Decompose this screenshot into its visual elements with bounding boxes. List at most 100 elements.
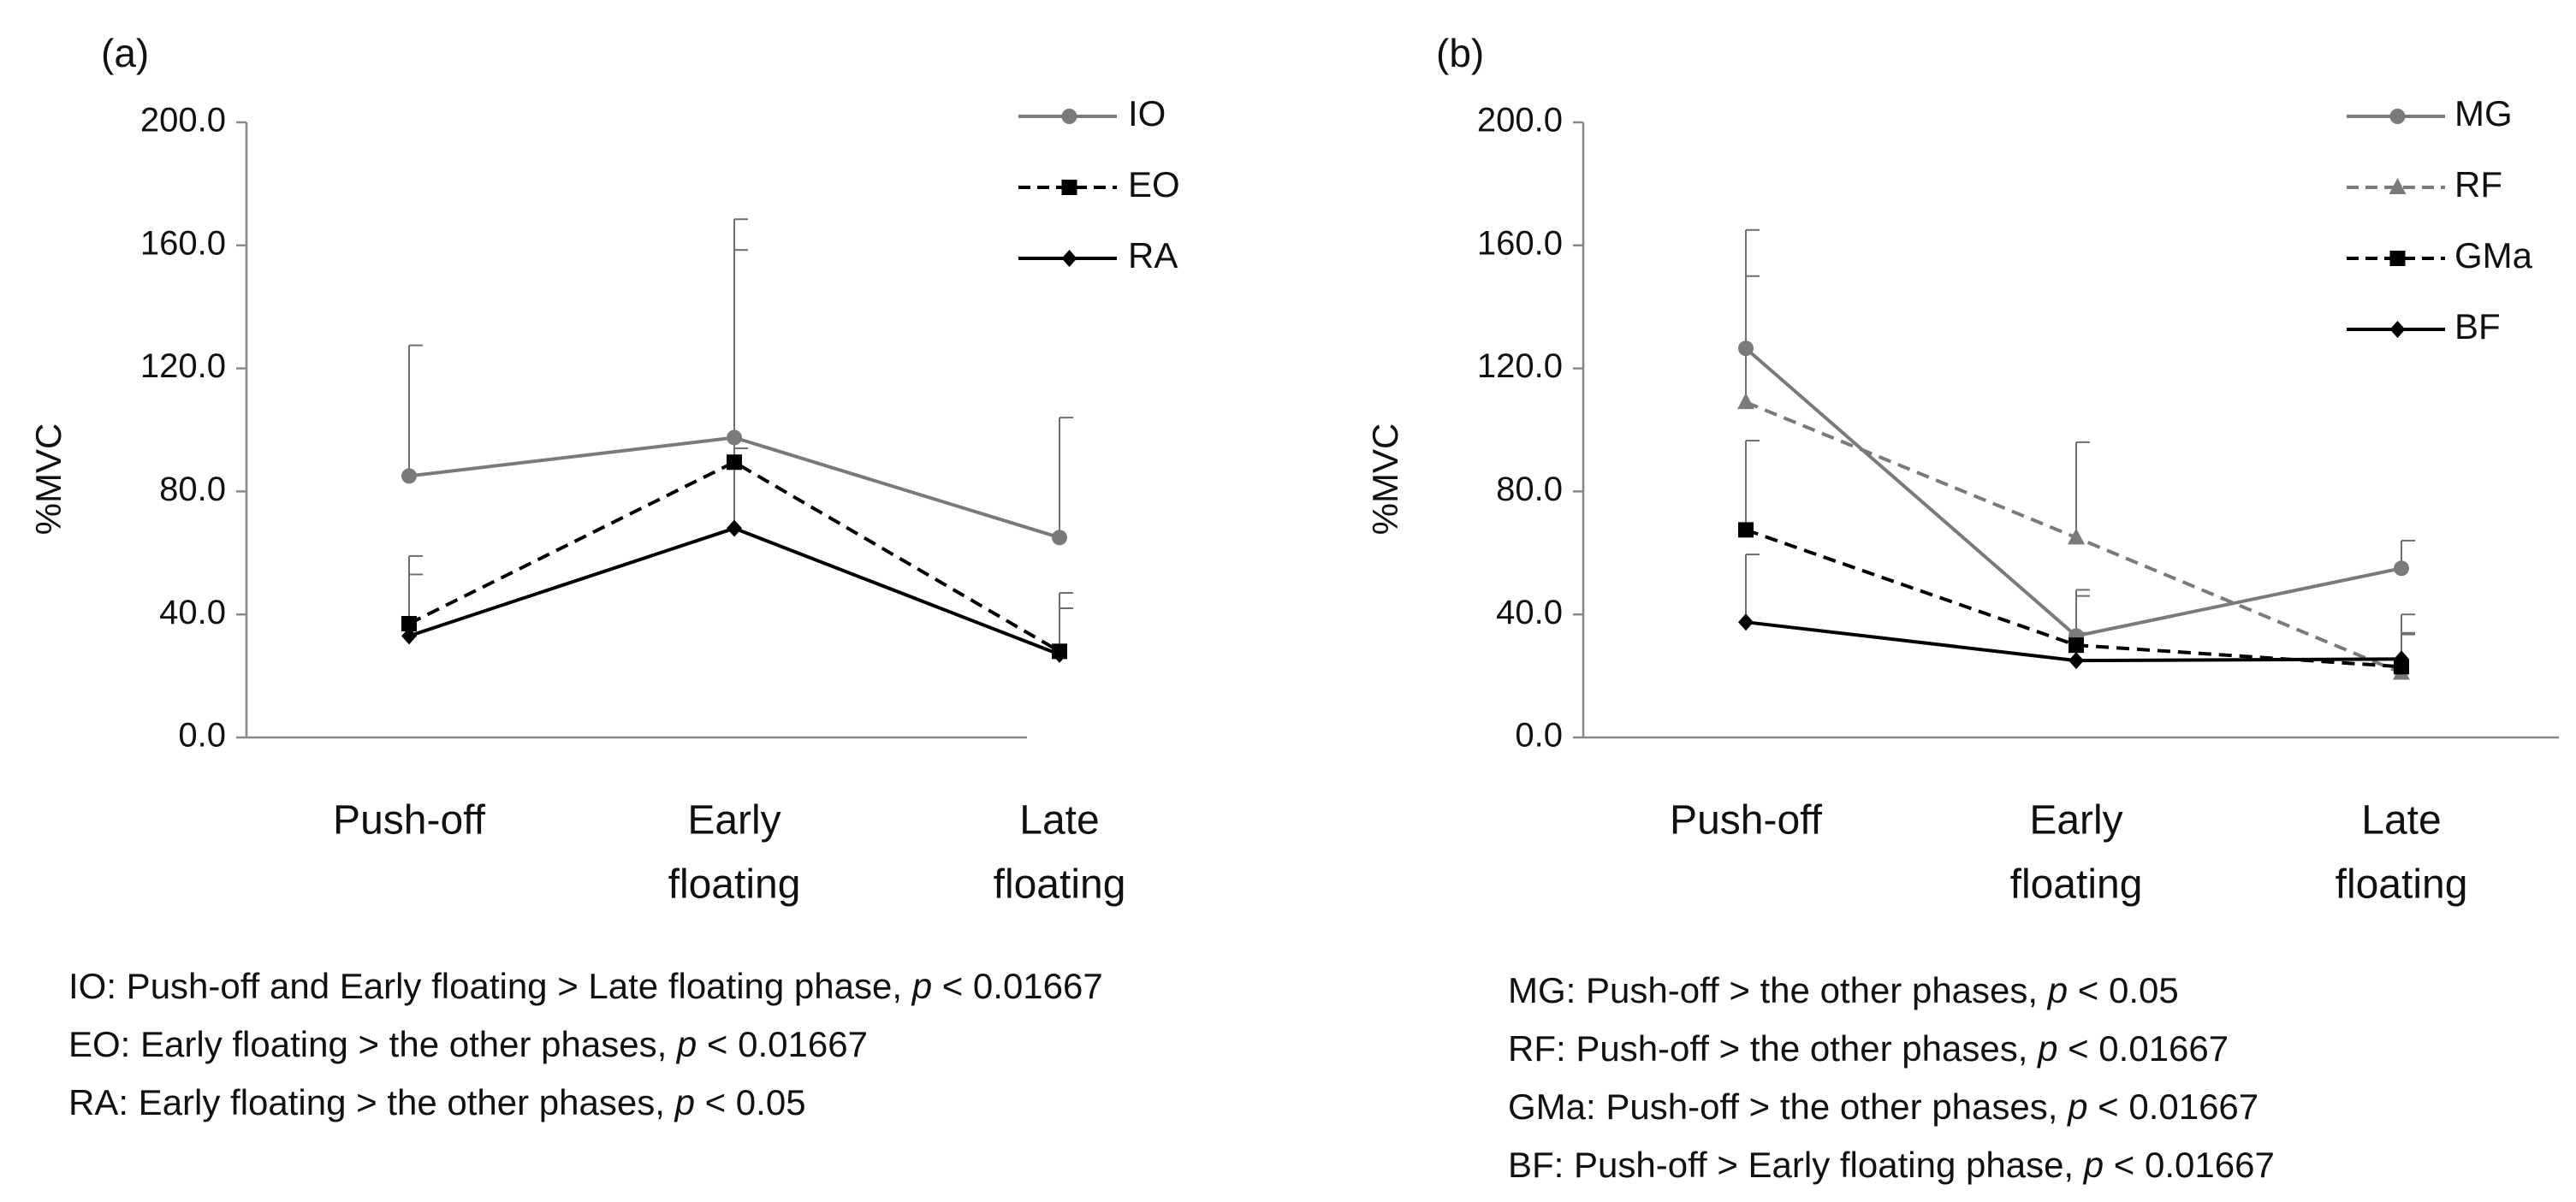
legend-swatch-marker	[1061, 180, 1077, 195]
series-bf	[1738, 613, 2409, 670]
legend-item-io: IO	[1018, 93, 1166, 133]
note-p-symbol: p	[2047, 970, 2069, 1010]
series-line-ra	[408, 526, 1060, 656]
error-bars-io	[408, 218, 1073, 538]
y-tick-label: 160.0	[140, 224, 226, 262]
y-tick-label: 120.0	[140, 347, 226, 385]
significance-note: MG: Push-off > the other phases, p < 0.0…	[1508, 973, 2179, 1009]
legend-label: MG	[2454, 93, 2513, 133]
data-point-mg	[1738, 340, 1754, 357]
panel-label: (b)	[1436, 31, 1484, 75]
note-threshold: < 0.05	[694, 1082, 806, 1122]
note-text: RA: Early floating > the other phases,	[68, 1082, 675, 1122]
series-gma	[1738, 522, 2409, 675]
legend-swatch-marker	[1061, 250, 1077, 267]
legend-item-eo: EO	[1018, 164, 1180, 204]
y-axis-label: %MVC	[28, 423, 68, 536]
data-point-gma	[2069, 637, 2084, 654]
chart-panel-a: (a) %MVC 200.0 160.0 120.0 80.0 40.0 0.0 Push-of…	[28, 31, 1180, 908]
note-text: RF: Push-off > the other phases,	[1508, 1028, 2039, 1069]
x-tick-label: floating	[668, 862, 801, 908]
legend-item-mg: MG	[2347, 93, 2513, 133]
data-point-rf	[2068, 528, 2085, 545]
note-threshold: < 0.01667	[2057, 1028, 2229, 1069]
note-p-symbol: p	[2083, 1145, 2104, 1185]
note-threshold: < 0.01667	[2087, 1087, 2259, 1127]
legend-item-gma: GMa	[2347, 235, 2533, 275]
note-p-symbol: p	[911, 966, 933, 1006]
legend: IO EO RA	[1018, 93, 1180, 275]
data-point-gma	[1738, 522, 1754, 538]
series-io	[401, 429, 1067, 546]
note-text: GMa: Push-off > the other phases,	[1508, 1087, 2069, 1127]
y-tick-label: 200.0	[1477, 102, 1563, 139]
chart-panel-b: (b) %MVC 200.0 160.0 120.0 80.0 40.0 0.0 Push-of…	[1365, 31, 2559, 908]
note-threshold: < 0.05	[2068, 970, 2179, 1010]
y-tick-label: 0.0	[178, 717, 226, 755]
legend-item-rf: RF	[2347, 164, 2502, 204]
data-point-io	[401, 468, 417, 484]
data-point-bf	[2394, 650, 2409, 668]
data-point-rf	[1737, 393, 1754, 410]
note-p-symbol: p	[2038, 1028, 2058, 1069]
x-tick-label: Early	[2029, 798, 2122, 844]
significance-note: RF: Push-off > the other phases, p < 0.0…	[1508, 1031, 2229, 1067]
significance-note: IO: Push-off and Early floating > Late f…	[68, 968, 1103, 1004]
x-tick-label: Early	[687, 798, 781, 844]
data-point-eo	[401, 615, 417, 631]
data-point-mg	[2394, 560, 2409, 577]
note-threshold: < 0.01667	[932, 966, 1103, 1006]
legend-label: RF	[2454, 164, 2502, 204]
legend-label: IO	[1128, 93, 1166, 133]
legend-swatch-marker	[1061, 109, 1077, 124]
error-bars-rf	[1745, 275, 2415, 673]
x-tick-label: Push-off	[333, 798, 486, 844]
legend-label: EO	[1128, 164, 1180, 204]
legend-label: RA	[1128, 235, 1178, 275]
note-p-symbol: p	[2068, 1087, 2088, 1127]
significance-note: EO: Early floating > the other phases, p…	[68, 1027, 868, 1063]
y-tick-label: 0.0	[1515, 717, 1563, 755]
data-point-ra	[1052, 645, 1067, 663]
significance-note: RA: Early floating > the other phases, p…	[68, 1085, 806, 1121]
note-text: MG: Push-off > the other phases,	[1508, 970, 2048, 1010]
x-tick-label: floating	[994, 862, 1126, 908]
series-mg	[1738, 340, 2409, 644]
legend-swatch-marker	[2389, 178, 2407, 194]
x-tick-label: floating	[2010, 862, 2143, 908]
error-bars-ra	[408, 447, 1073, 654]
data-point-io	[727, 429, 742, 446]
y-tick-label: 80.0	[1496, 471, 1563, 508]
note-p-symbol: p	[674, 1082, 695, 1122]
note-p-symbol: p	[676, 1024, 697, 1064]
y-tick-label: 160.0	[1477, 224, 1563, 262]
data-point-ra	[727, 519, 742, 537]
y-axis-label: %MVC	[1365, 423, 1405, 536]
legend-label: BF	[2454, 306, 2501, 346]
note-threshold: < 0.01667	[697, 1024, 868, 1064]
error-bars-mg	[1745, 228, 2415, 637]
y-tick-label: 120.0	[1477, 347, 1563, 385]
y-tick-label: 200.0	[140, 102, 226, 139]
note-text: BF: Push-off > Early floating phase,	[1508, 1145, 2084, 1185]
x-tick-label: Late	[1019, 798, 1099, 844]
legend-item-bf: BF	[2347, 306, 2501, 346]
data-point-eo	[727, 454, 742, 471]
legend-swatch-marker	[2389, 251, 2406, 266]
x-tick-label: Late	[2361, 798, 2441, 844]
y-tick-label: 80.0	[159, 471, 226, 508]
data-point-ra	[401, 627, 417, 645]
y-tick-label: 40.0	[1496, 594, 1563, 631]
note-threshold: < 0.01667	[2104, 1145, 2275, 1185]
legend: MG RF GMa BF	[2347, 93, 2533, 346]
legend-swatch-marker	[2389, 321, 2406, 338]
series-line-mg	[1744, 346, 2402, 638]
data-point-bf	[2069, 652, 2084, 670]
x-tick-label: floating	[2336, 862, 2468, 908]
x-tick-label: Push-off	[1670, 798, 1823, 844]
error-bars-eo	[408, 249, 1073, 652]
legend-item-ra: RA	[1018, 235, 1178, 275]
panel-label: (a)	[101, 31, 149, 75]
note-text: IO: Push-off and Early floating > Late f…	[68, 966, 912, 1006]
